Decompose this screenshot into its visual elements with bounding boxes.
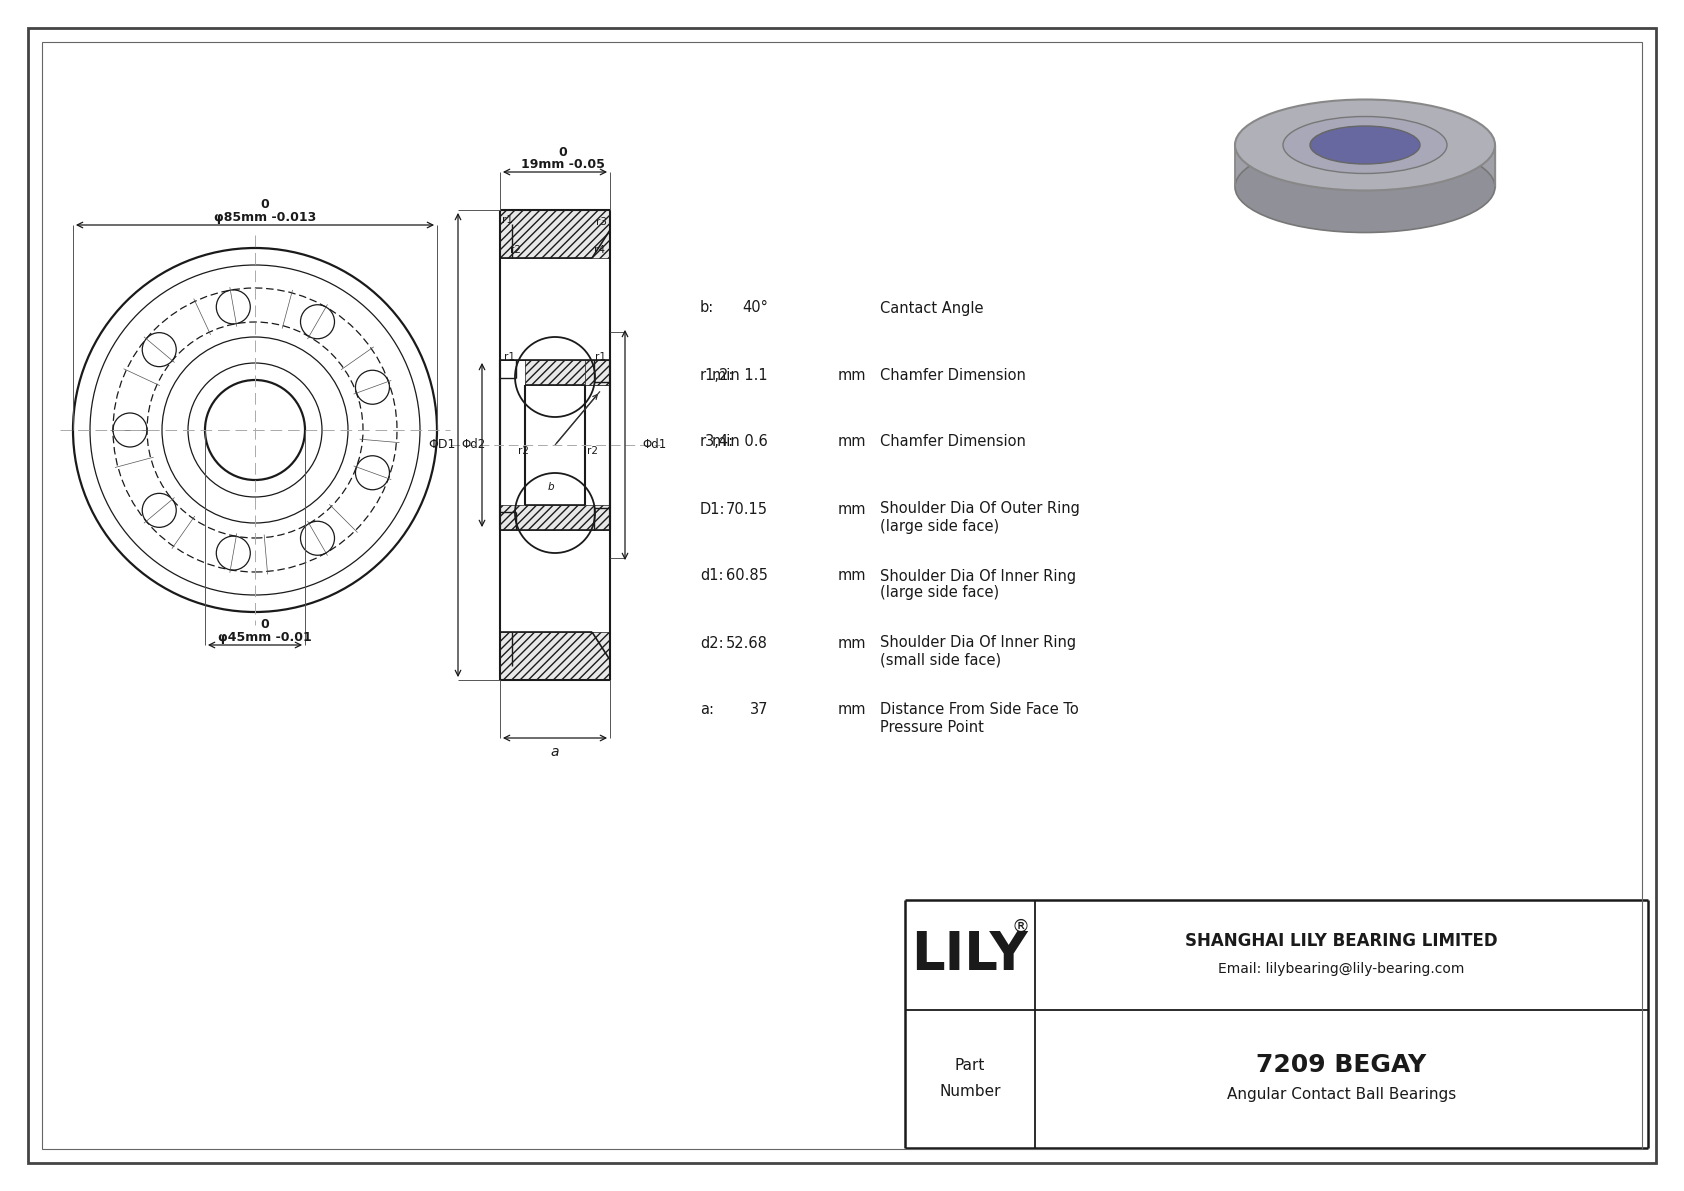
Text: Shoulder Dia Of Inner Ring: Shoulder Dia Of Inner Ring [881, 636, 1076, 650]
Text: b:: b: [701, 300, 714, 316]
Text: r2: r2 [588, 445, 598, 456]
Text: 37: 37 [749, 703, 768, 717]
Text: mm: mm [839, 568, 867, 584]
Polygon shape [500, 360, 610, 385]
Ellipse shape [1234, 142, 1495, 232]
Text: r1: r1 [504, 353, 515, 362]
Text: a: a [551, 746, 559, 759]
Text: mm: mm [839, 501, 867, 517]
Text: mm: mm [839, 636, 867, 650]
Text: (large side face): (large side face) [881, 518, 999, 534]
Text: ΦD1: ΦD1 [428, 438, 456, 451]
Text: Chamfer Dimension: Chamfer Dimension [881, 435, 1026, 449]
Text: min 0.6: min 0.6 [712, 435, 768, 449]
Text: a:: a: [701, 703, 714, 717]
Text: Part: Part [955, 1059, 985, 1073]
Text: 60.85: 60.85 [726, 568, 768, 584]
Ellipse shape [1310, 126, 1420, 164]
Text: Φd1: Φd1 [642, 438, 667, 451]
Text: r3,4:: r3,4: [701, 435, 734, 449]
Text: r1: r1 [502, 216, 514, 225]
Text: SHANGHAI LILY BEARING LIMITED: SHANGHAI LILY BEARING LIMITED [1186, 933, 1497, 950]
Text: Shoulder Dia Of Outer Ring: Shoulder Dia Of Outer Ring [881, 501, 1079, 517]
Text: LILY: LILY [911, 929, 1029, 981]
Text: 0: 0 [261, 618, 269, 631]
Text: (small side face): (small side face) [881, 653, 1000, 667]
Text: Shoulder Dia Of Inner Ring: Shoulder Dia Of Inner Ring [881, 568, 1076, 584]
Text: mm: mm [839, 368, 867, 382]
Text: 7209 BEGAY: 7209 BEGAY [1256, 1053, 1426, 1077]
Text: Email: lilybearing@lily-bearing.com: Email: lilybearing@lily-bearing.com [1218, 962, 1465, 975]
Text: D1:: D1: [701, 501, 726, 517]
Text: r4: r4 [594, 245, 605, 255]
Text: Pressure Point: Pressure Point [881, 719, 983, 735]
Text: r2: r2 [510, 245, 520, 255]
Text: r1: r1 [594, 353, 606, 362]
Ellipse shape [1234, 100, 1495, 191]
Text: Distance From Side Face To: Distance From Side Face To [881, 703, 1079, 717]
Text: Φd2: Φd2 [461, 438, 487, 451]
Text: Cantact Angle: Cantact Angle [881, 300, 983, 316]
Text: r1,2:: r1,2: [701, 368, 734, 382]
Text: d2:: d2: [701, 636, 724, 650]
Text: r2: r2 [519, 445, 529, 456]
Text: Number: Number [940, 1085, 1000, 1099]
Text: r3: r3 [596, 217, 606, 227]
Text: 0: 0 [261, 199, 269, 212]
Text: mm: mm [839, 435, 867, 449]
Text: φ85mm -0.013: φ85mm -0.013 [214, 212, 317, 224]
Text: 40°: 40° [743, 300, 768, 316]
Text: (large side face): (large side face) [881, 586, 999, 600]
Text: 19mm -0.05: 19mm -0.05 [520, 158, 605, 172]
Text: ®: ® [1010, 918, 1029, 936]
Text: 52.68: 52.68 [726, 636, 768, 650]
Polygon shape [584, 360, 610, 385]
Polygon shape [500, 505, 610, 530]
Text: Chamfer Dimension: Chamfer Dimension [881, 368, 1026, 382]
Text: 70.15: 70.15 [726, 501, 768, 517]
Text: min 1.1: min 1.1 [712, 368, 768, 382]
Text: b: b [547, 482, 554, 492]
Text: Angular Contact Ball Bearings: Angular Contact Ball Bearings [1228, 1086, 1457, 1102]
Text: mm: mm [839, 703, 867, 717]
Text: 0: 0 [559, 145, 568, 158]
Polygon shape [500, 632, 610, 680]
Ellipse shape [1310, 126, 1420, 164]
Polygon shape [500, 210, 610, 258]
Text: d1:: d1: [701, 568, 724, 584]
Text: φ45mm -0.01: φ45mm -0.01 [219, 631, 312, 644]
Ellipse shape [1283, 117, 1447, 174]
